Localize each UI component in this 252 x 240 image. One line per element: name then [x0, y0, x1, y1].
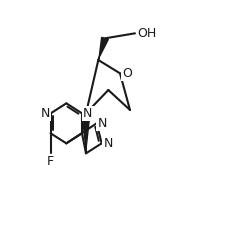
- Polygon shape: [82, 113, 90, 153]
- Polygon shape: [98, 37, 108, 60]
- Text: OH: OH: [137, 27, 156, 40]
- Text: N: N: [98, 117, 107, 130]
- Text: F: F: [47, 155, 54, 168]
- Text: N: N: [83, 107, 92, 120]
- Text: O: O: [122, 67, 132, 80]
- Text: N: N: [104, 137, 113, 150]
- Text: N: N: [40, 107, 50, 120]
